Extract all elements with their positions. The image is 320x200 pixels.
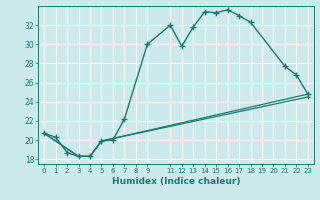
X-axis label: Humidex (Indice chaleur): Humidex (Indice chaleur) bbox=[112, 177, 240, 186]
